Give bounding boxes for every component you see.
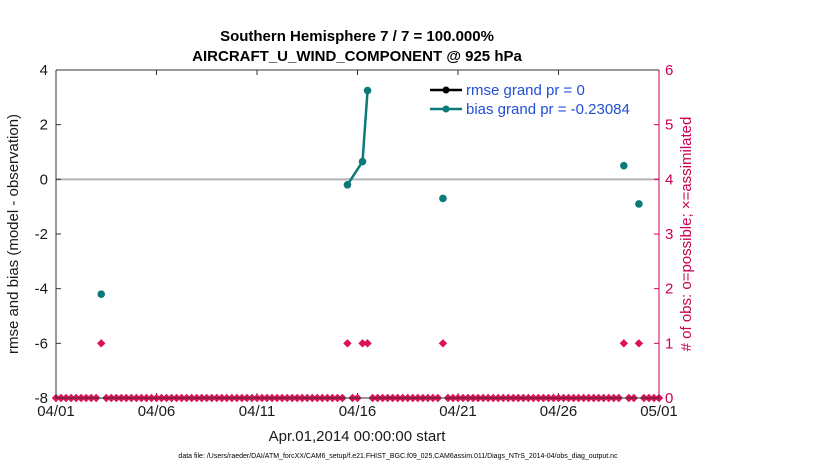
x-tick-label: 04/06	[138, 403, 176, 420]
x-tick-label: 04/21	[439, 403, 477, 420]
plot-area	[56, 70, 659, 398]
bias-data-point	[97, 290, 106, 298]
obs-count-marker	[634, 339, 644, 348]
bias-data-point	[363, 86, 372, 95]
legend-bias-marker	[442, 105, 450, 113]
bias-series-line	[346, 160, 364, 186]
bias-data-point	[620, 161, 628, 170]
y-right-tick-label: 1	[665, 335, 673, 352]
legend-rmse-label: rmse grand pr = 0	[466, 82, 585, 99]
y-left-tick-label: -2	[35, 226, 48, 243]
legend-rmse-marker	[442, 86, 450, 94]
obs-count-marker	[438, 339, 448, 348]
obs-count-marker	[343, 339, 352, 348]
chart-title-line2: AIRCRAFT_U_WIND_COMPONENT @ 925 hPa	[192, 48, 522, 65]
y-axis-label-left: rmse and bias (model - observation)	[5, 114, 22, 354]
y-left-tick-label: 2	[40, 117, 48, 134]
legend-bias-label: bias grand pr = -0.23084	[466, 101, 630, 118]
bias-series-line	[361, 90, 369, 162]
chart-title-line1: Southern Hemisphere 7 / 7 = 100.000%	[220, 28, 494, 45]
y-right-tick-label: 3	[665, 226, 673, 243]
bias-data-point	[358, 157, 367, 166]
bias-data-point	[635, 200, 643, 208]
y-right-tick-label: 4	[665, 171, 673, 188]
obs-count-marker	[363, 339, 372, 348]
x-tick-label: 04/01	[37, 403, 75, 420]
y-axis-label-right: # of obs: o=possible; ×=assimilated	[678, 117, 695, 352]
y-left-tick-label: -8	[35, 390, 48, 407]
ticks-group: 04/01 04/06 04/11 04/16 04/21 04/26 05/01 4 2 0 -2…	[35, 62, 678, 420]
y-left-tick-label: -4	[35, 281, 48, 298]
y-right-tick-label: 6	[665, 62, 673, 79]
y-right-tick-label: 2	[665, 281, 673, 298]
x-tick-label: 05/01	[640, 403, 678, 420]
y-left-tick-label: -6	[35, 335, 48, 352]
bias-data-point	[343, 181, 352, 189]
bias-data-point	[439, 194, 447, 203]
y-left-tick-label: 0	[40, 171, 48, 188]
x-tick-label: 04/11	[239, 403, 275, 420]
x-axis-label: Apr.01,2014 00:00:00 start	[269, 428, 447, 445]
footer-data-file: data file: /Users/raeder/DAI/ATM_forcXX/…	[178, 453, 618, 460]
obs-count-marker	[97, 339, 106, 348]
obs-count-marker	[358, 339, 367, 348]
legend: rmse grand pr = 0 bias grand pr = -0.230…	[430, 82, 630, 118]
series-group	[97, 86, 643, 298]
y-right-tick-label: 5	[665, 117, 673, 134]
x-tick-label: 04/26	[540, 403, 578, 420]
y-left-tick-label: 4	[40, 62, 48, 79]
y-right-tick-label: 0	[665, 390, 673, 407]
obs-count-marker	[619, 339, 629, 348]
x-tick-label: 04/16	[339, 403, 377, 420]
